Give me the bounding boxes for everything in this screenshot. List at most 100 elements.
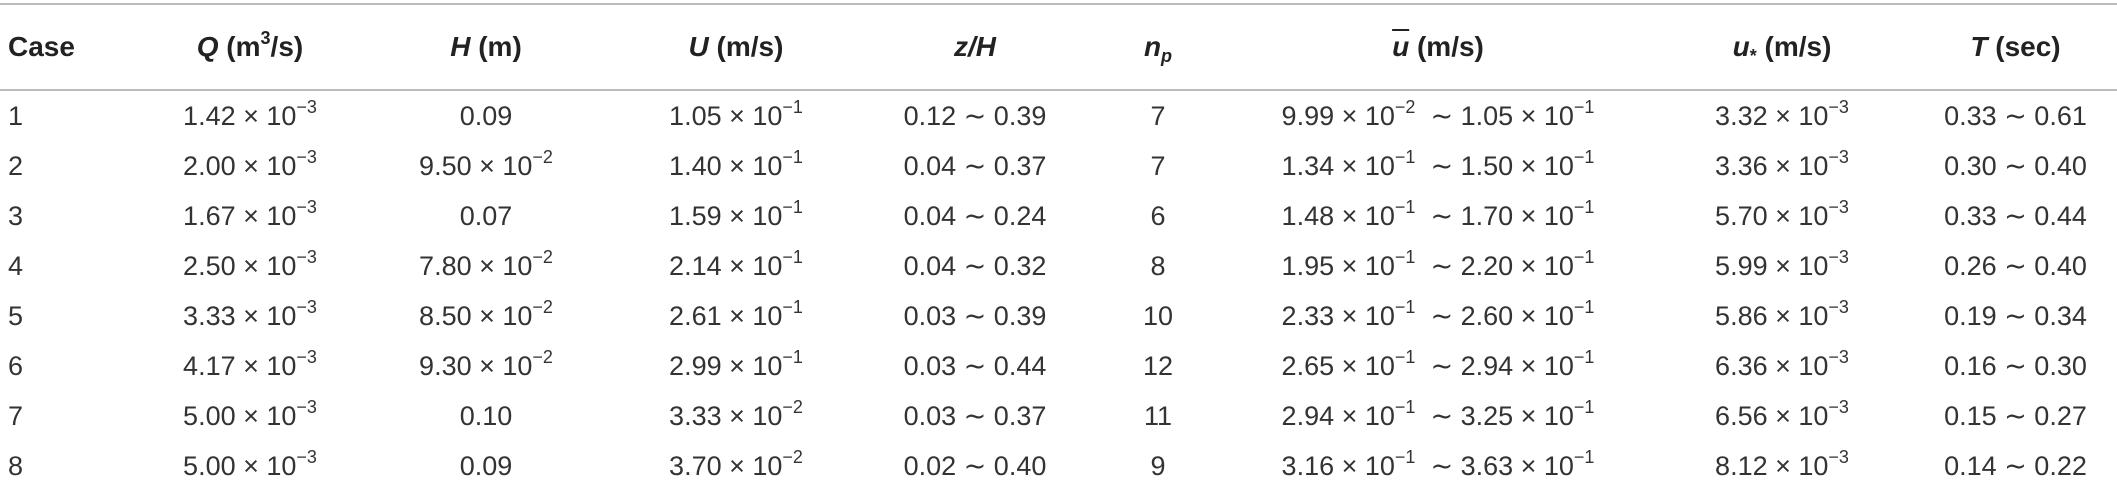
table-cell: 0.07 [360, 191, 612, 241]
cell-text: ∼ 2.20 × 10 [1415, 250, 1574, 281]
cell-text: 0.33 ∼ 0.61 [1944, 100, 2087, 131]
cell-text: 9 [1150, 450, 1166, 481]
table-cell: 7 [1090, 90, 1226, 141]
table-cell: 0.26 ∼ 0.40 [1914, 241, 2117, 291]
cell-text: 0.09 [459, 450, 513, 481]
table-row: 7 5.00 × 10−3 0.10 3.33 × 10−2 0.03 ∼ 0.37 11… [0, 391, 2117, 441]
cell-text: 5 [8, 300, 24, 331]
cell-text: 5.99 × 10 [1715, 250, 1829, 281]
table-cell: 0.09 [360, 441, 612, 485]
exponent: −3 [296, 246, 317, 267]
exponent: −1 [1573, 296, 1595, 317]
cell-text: 0.03 ∼ 0.37 [903, 400, 1047, 431]
cell-text: 1.48 × 10 [1281, 200, 1395, 231]
header-text: Case [8, 31, 75, 62]
cell-text: ∼ 1.50 × 10 [1415, 150, 1574, 181]
cell-text: ∼ 2.94 × 10 [1415, 350, 1574, 381]
header-sub: p [1161, 46, 1173, 66]
header-cell: Q (m3/s) [140, 4, 360, 91]
table-cell: 0.12 ∼ 0.39 [860, 90, 1090, 141]
header-symbol: T [1970, 31, 1988, 62]
cell-text: 7 [8, 400, 24, 431]
exponent: −1 [782, 346, 803, 367]
exponent: −2 [1394, 96, 1416, 117]
cell-text: 4.17 × 10 [183, 350, 297, 381]
cell-text: ∼ 1.70 × 10 [1415, 200, 1574, 231]
cell-text: 3 [8, 200, 24, 231]
header-cell: u* (m/s) [1650, 4, 1914, 91]
exponent: −3 [1828, 446, 1849, 467]
cell-text: 5.86 × 10 [1715, 300, 1829, 331]
header-text: (m/s) [1756, 31, 1832, 62]
header-cell: U (m/s) [612, 4, 860, 91]
table-cell: 4.17 × 10−3 [140, 341, 360, 391]
cell-text: 5.00 × 10 [183, 450, 297, 481]
header-text: /s) [270, 31, 304, 62]
cell-text: 8.50 × 10 [419, 300, 533, 331]
cell-text: 11 [1143, 400, 1173, 431]
table-cell: 5.99 × 10−3 [1650, 241, 1914, 291]
cell-text: 0.12 ∼ 0.39 [903, 100, 1047, 131]
table-cell: 0.33 ∼ 0.44 [1914, 191, 2117, 241]
exponent: −3 [1828, 296, 1849, 317]
cell-text: 6.56 × 10 [1715, 400, 1829, 431]
table-cell: 0.33 ∼ 0.61 [1914, 90, 2117, 141]
cell-text: 5.00 × 10 [183, 400, 297, 431]
exponent: −1 [1573, 446, 1595, 467]
cell-text: 3.16 × 10 [1281, 450, 1395, 481]
table-cell: 9.50 × 10−2 [360, 141, 612, 191]
header-cell: T (sec) [1914, 4, 2117, 91]
cell-text: 2.00 × 10 [183, 150, 297, 181]
cell-text: 10 [1142, 300, 1174, 331]
table-cell: 5 [0, 291, 140, 341]
cell-text: 6.36 × 10 [1715, 350, 1829, 381]
header-sub: * [1749, 46, 1757, 66]
table-cell: 9 [1090, 441, 1226, 485]
exponent: −1 [1573, 346, 1595, 367]
table-cell: 1.40 × 10−1 [612, 141, 860, 191]
cell-text: 0.04 ∼ 0.37 [903, 150, 1047, 181]
exponent: −1 [782, 146, 803, 167]
cell-text: ∼ 3.25 × 10 [1415, 400, 1574, 431]
header-cell: np [1090, 4, 1226, 91]
table-cell: 2.14 × 10−1 [612, 241, 860, 291]
table-cell: 9.99 × 10−2 ∼ 1.05 × 10−1 [1226, 90, 1650, 141]
cell-text: 7.80 × 10 [419, 250, 533, 281]
cell-text: 0.30 ∼ 0.40 [1944, 150, 2087, 181]
cell-text: 0.02 ∼ 0.40 [903, 450, 1047, 481]
cell-text: 3.70 × 10 [669, 450, 783, 481]
page: Case Q (m3/s) H (m) U (m/s) z/H np u (m/… [0, 3, 2117, 485]
table-row: 4 2.50 × 10−3 7.80 × 10−2 2.14 × 10−1 0.04 ∼… [0, 241, 2117, 291]
cell-text: 2.65 × 10 [1281, 350, 1395, 381]
exponent: −3 [1828, 196, 1849, 217]
cell-text: 0.15 ∼ 0.27 [1944, 400, 2087, 431]
cell-text: 2.14 × 10 [669, 250, 783, 281]
exponent: −1 [782, 296, 803, 317]
cell-text: 0.03 ∼ 0.44 [903, 350, 1047, 381]
table-body: 1 1.42 × 10−3 0.09 1.05 × 10−1 0.12 ∼ 0.39 7 9… [0, 90, 2117, 485]
header-symbol: u [1392, 31, 1410, 62]
cell-text: 1.95 × 10 [1281, 250, 1395, 281]
cell-text: 2.94 × 10 [1281, 400, 1395, 431]
exponent: −1 [1394, 196, 1416, 217]
exponent: −1 [782, 246, 803, 267]
exponent: −1 [1573, 246, 1595, 267]
table-cell: 1 [0, 90, 140, 141]
table-cell: 0.15 ∼ 0.27 [1914, 391, 2117, 441]
header-cell: z/H [860, 4, 1090, 91]
table-cell: 0.04 ∼ 0.32 [860, 241, 1090, 291]
table-cell: 0.02 ∼ 0.40 [860, 441, 1090, 485]
cell-text: 2 [8, 150, 24, 181]
table-cell: 4 [0, 241, 140, 291]
cell-text: ∼ 2.60 × 10 [1415, 300, 1574, 331]
cell-text: 0.14 ∼ 0.22 [1944, 450, 2087, 481]
table-cell: 5.00 × 10−3 [140, 441, 360, 485]
header-text: (m) [470, 31, 522, 62]
table-cell: 2.99 × 10−1 [612, 341, 860, 391]
cell-text: 0.26 ∼ 0.40 [1944, 250, 2087, 281]
exponent: −2 [782, 396, 803, 417]
table-cell: 7 [1090, 141, 1226, 191]
header-text: (m [218, 31, 261, 62]
table-cell: 1.95 × 10−1 ∼ 2.20 × 10−1 [1226, 241, 1650, 291]
cell-text: 1.59 × 10 [669, 200, 783, 231]
